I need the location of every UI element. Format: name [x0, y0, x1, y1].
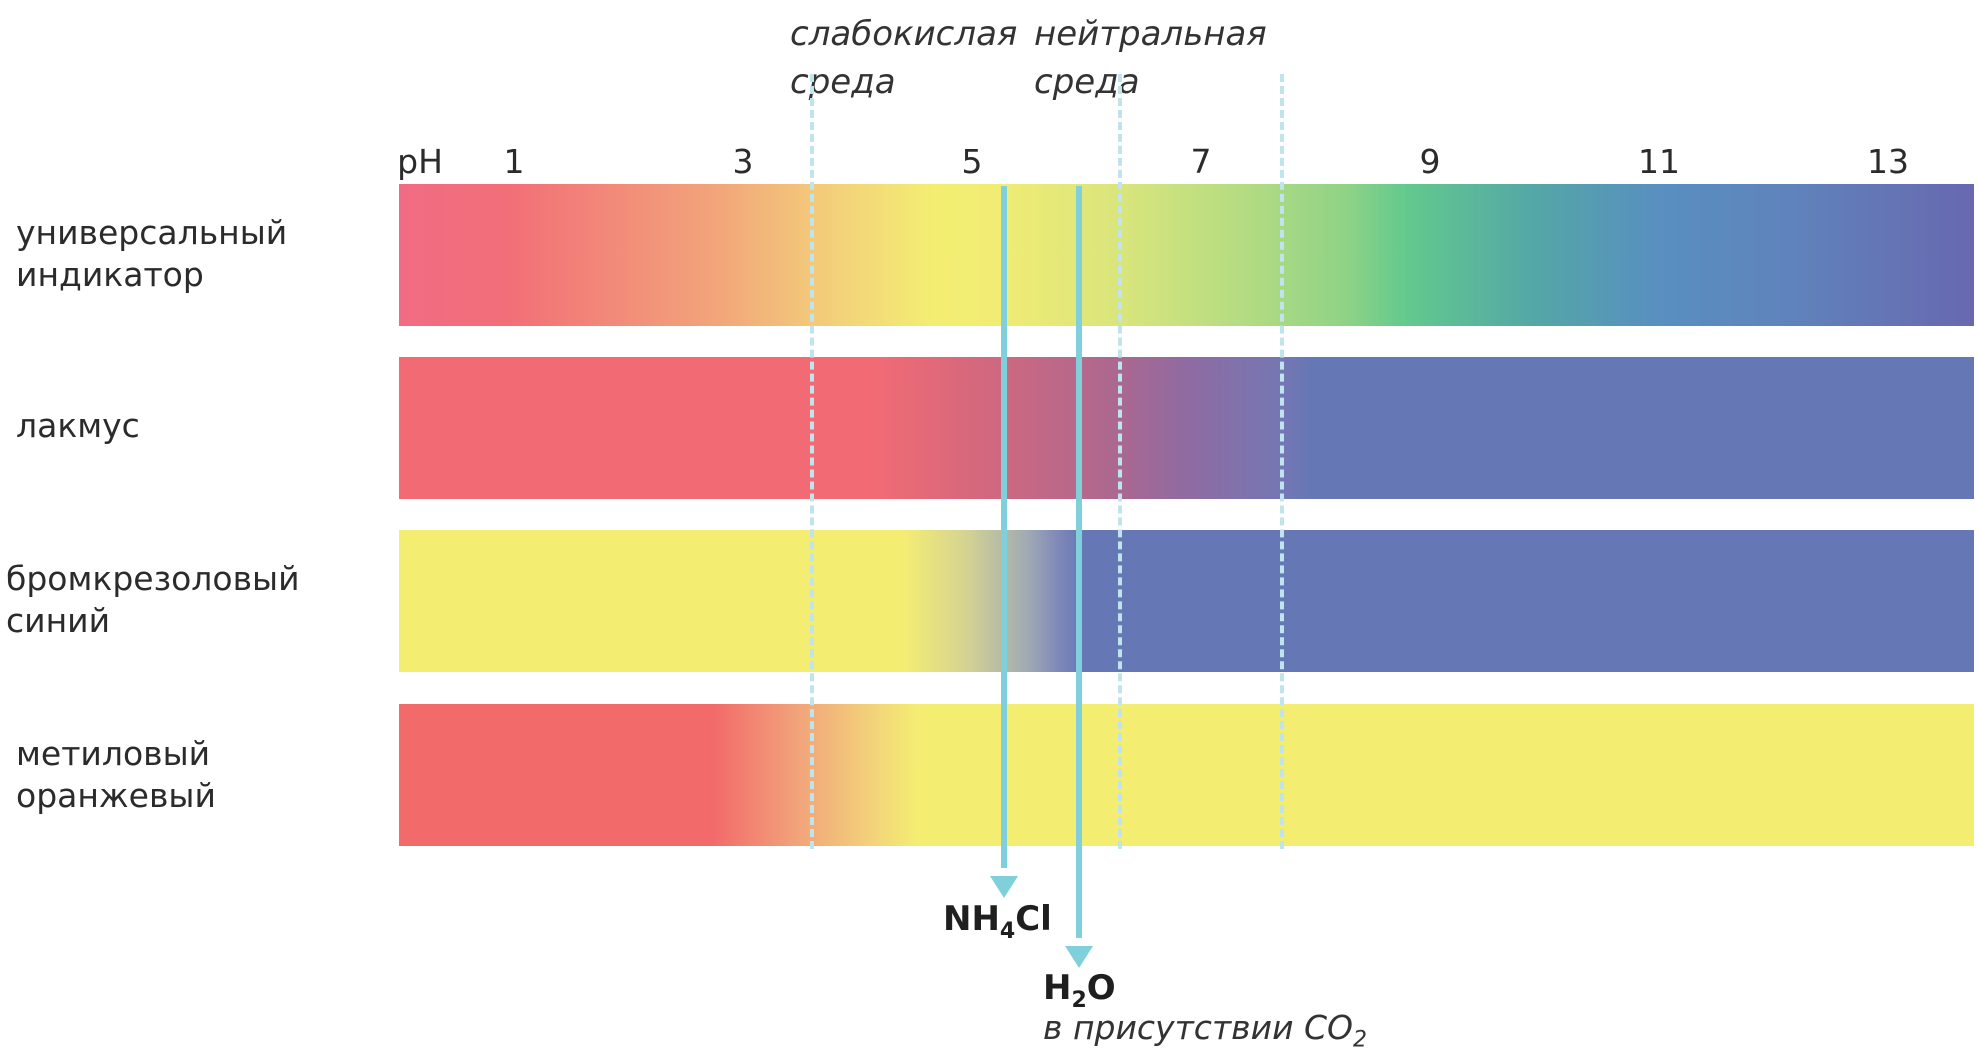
water-formula-base: H [1043, 968, 1072, 1008]
neutral-zone-label: нейтральная среда [1034, 10, 1267, 106]
methyl-orange-label-line1: метиловый [16, 734, 211, 773]
ph-tick-11: 11 [1638, 142, 1680, 181]
universal-indicator-label: универсальный индикатор [16, 212, 287, 296]
ph-tick-7: 7 [1190, 142, 1212, 181]
ph-tick-1: 1 [503, 142, 525, 181]
neutral-boundary-right [1280, 74, 1284, 849]
bromocresol-label: бромкрезоловый синий [6, 558, 300, 642]
nh4cl-formula-tail: Cl [1015, 899, 1052, 939]
water-formula: H2O [1043, 968, 1116, 1013]
weak-acid-boundary-left [810, 74, 814, 849]
water-formula-tail: O [1086, 968, 1116, 1008]
water-condition-note-sub: 2 [1353, 1027, 1368, 1053]
water-marker-line [1076, 186, 1082, 938]
water-formula-sub: 2 [1071, 987, 1087, 1013]
litmus-label: лакмус [16, 405, 140, 447]
nh4cl-formula-sub: 4 [999, 918, 1016, 944]
nh4cl-arrowhead [990, 876, 1018, 898]
bromocresol-green-band [399, 530, 1974, 672]
litmus-band [399, 357, 1974, 499]
ph-tick-3: 3 [732, 142, 754, 181]
neutral-boundary-left [1118, 74, 1122, 849]
ph-tick-9: 9 [1419, 142, 1441, 181]
weak-acid-zone-label-line2: среда [790, 62, 896, 102]
universal-indicator-band [399, 184, 1974, 326]
water-condition-note-text: в присутствии CO [1043, 1008, 1354, 1047]
neutral-zone-label-line2: среда [1034, 62, 1140, 102]
ph-scale-label: pH [397, 142, 443, 181]
bromocresol-label-line1: бромкрезоловый [6, 559, 300, 598]
weak-acid-zone-label: слабокислая среда [790, 10, 1017, 106]
nh4cl-marker-line [1001, 186, 1007, 868]
universal-indicator-label-line1: универсальный [16, 213, 288, 252]
bromocresol-label-line2: синий [6, 601, 111, 640]
methyl-orange-label: метиловый оранжевый [16, 733, 216, 817]
methyl-orange-band [399, 704, 1974, 846]
ph-tick-5: 5 [961, 142, 983, 181]
universal-indicator-label-line2: индикатор [16, 255, 204, 294]
neutral-zone-label-line1: нейтральная [1034, 14, 1267, 54]
water-arrowhead [1065, 946, 1093, 968]
nh4cl-formula: NH4Cl [943, 899, 1052, 944]
litmus-label-line1: лакмус [16, 406, 140, 445]
weak-acid-zone-label-line1: слабокислая [790, 14, 1018, 54]
ph-tick-13: 13 [1867, 142, 1909, 181]
water-condition-note: в присутствии CO2 [1043, 1008, 1367, 1053]
methyl-orange-label-line2: оранжевый [16, 776, 216, 815]
nh4cl-formula-base: NH [943, 899, 1000, 939]
